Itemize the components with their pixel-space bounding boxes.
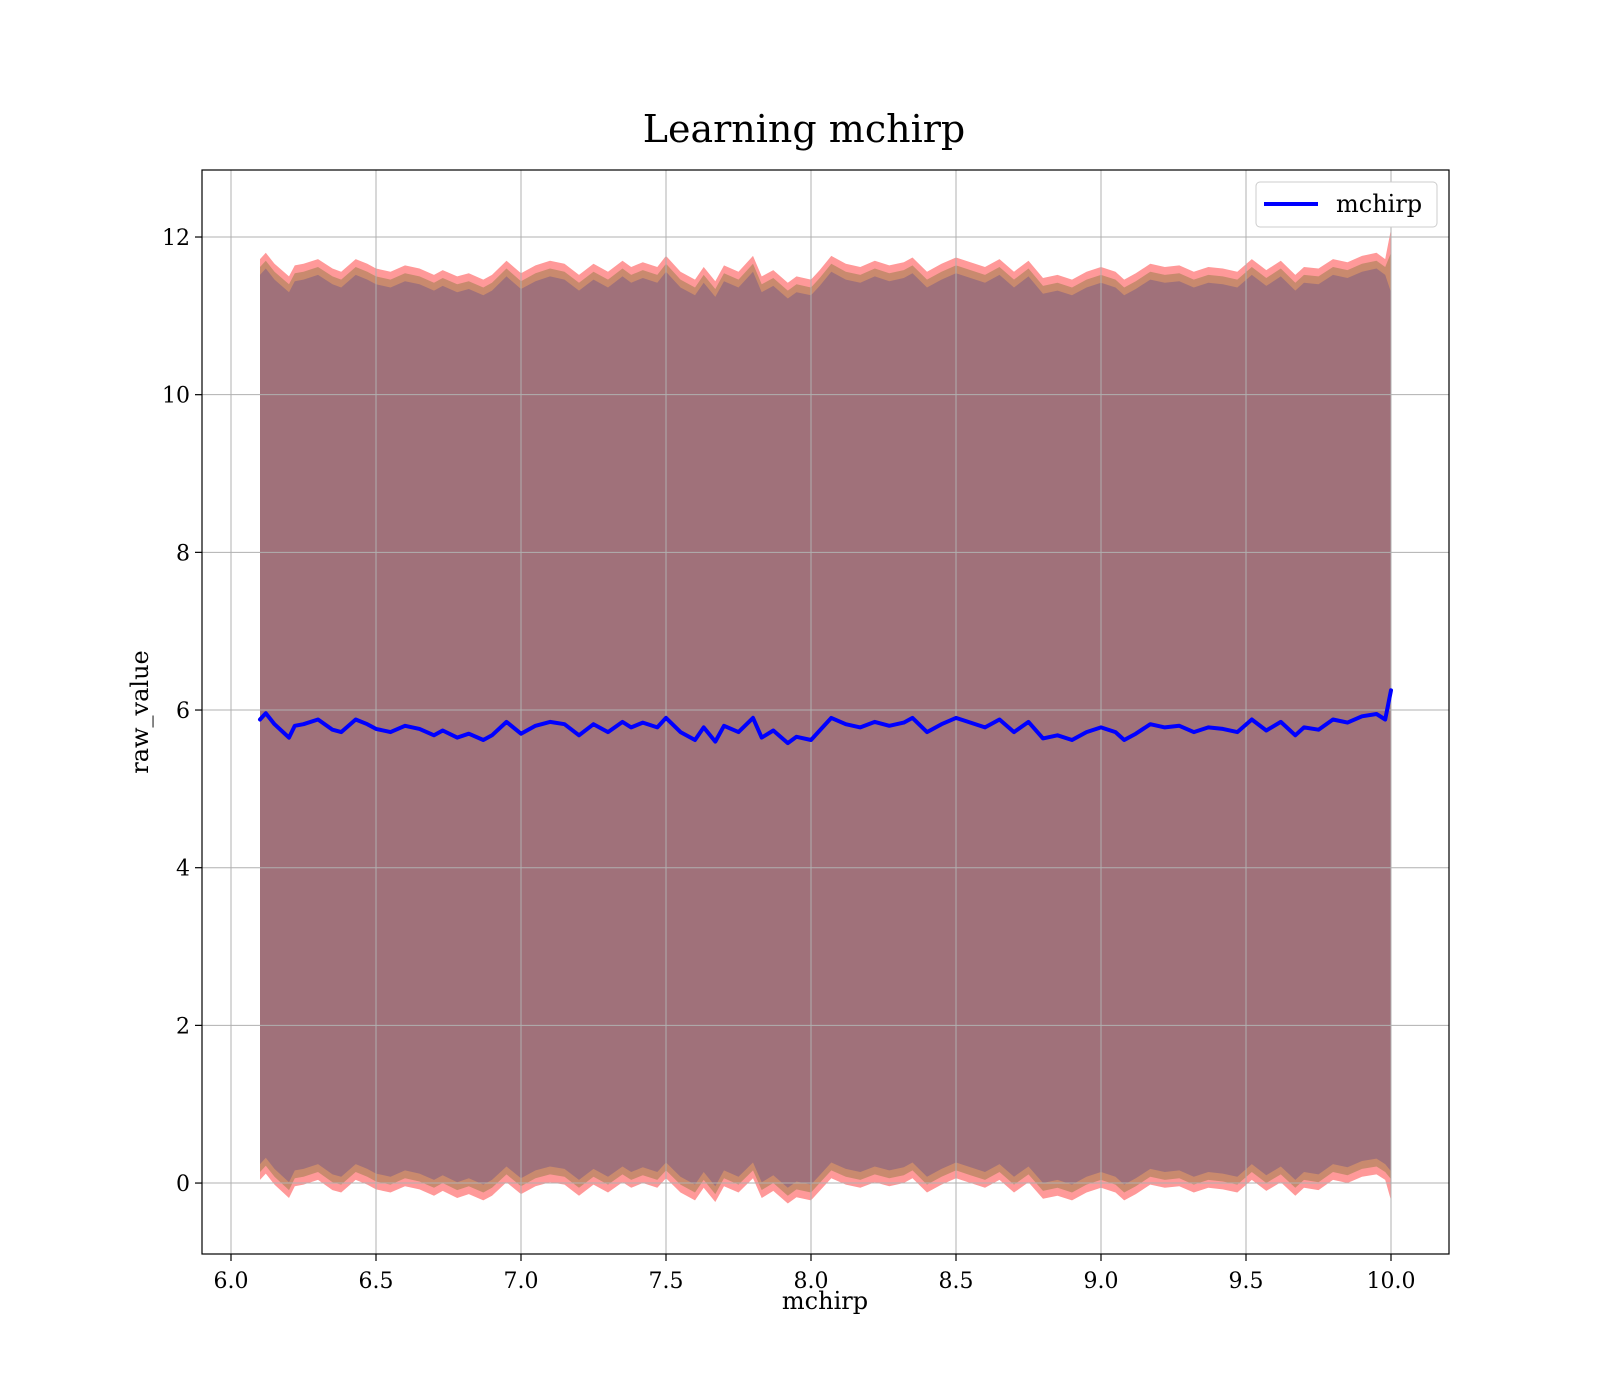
x-tick-label-3: 7.5 — [649, 1269, 684, 1294]
legend-box — [1255, 181, 1438, 228]
legend-label-mchirp: mchirp — [1336, 190, 1422, 218]
y-tick-label-1: 2 — [176, 1014, 190, 1039]
series-line-mchirp — [258, 688, 1393, 746]
chart-title: Learning mchirp — [643, 107, 965, 151]
x-tick-label-2: 7.0 — [504, 1269, 539, 1294]
y-tick-label-2: 4 — [176, 857, 190, 882]
y-tick-label-6: 12 — [162, 226, 190, 251]
x-axis-ticks: 6.0 6.5 7.0 7.5 8.0 8.5 9.0 9.5 10.0 — [214, 1254, 1416, 1294]
x-tick-label-4: 8.0 — [794, 1269, 829, 1294]
x-tick-label-1: 6.5 — [359, 1269, 394, 1294]
y-tick-label-3: 6 — [176, 699, 190, 724]
x-tick-label-5: 8.5 — [939, 1269, 974, 1294]
y-axis-ticks: 0 2 4 6 8 10 12 — [162, 226, 202, 1197]
y-tick-label-5: 10 — [162, 384, 190, 409]
grid-layer — [202, 170, 1449, 1254]
y-tick-label-0: 0 — [176, 1172, 190, 1197]
y-axis-label: raw_value — [126, 650, 154, 774]
x-tick-label-6: 9.0 — [1084, 1269, 1119, 1294]
x-axis-label: mchirp — [782, 1287, 868, 1315]
plot-frame — [201, 169, 1450, 1255]
band-inner — [260, 268, 1391, 1188]
x-tick-label-7: 9.5 — [1229, 1269, 1264, 1294]
legend: mchirp — [1255, 181, 1438, 228]
y-tick-label-4: 8 — [176, 541, 190, 566]
line-layer — [258, 688, 1393, 746]
x-tick-label-8: 10.0 — [1367, 1269, 1416, 1294]
bands-layer — [260, 229, 1391, 1204]
x-tick-label-0: 6.0 — [214, 1269, 249, 1294]
